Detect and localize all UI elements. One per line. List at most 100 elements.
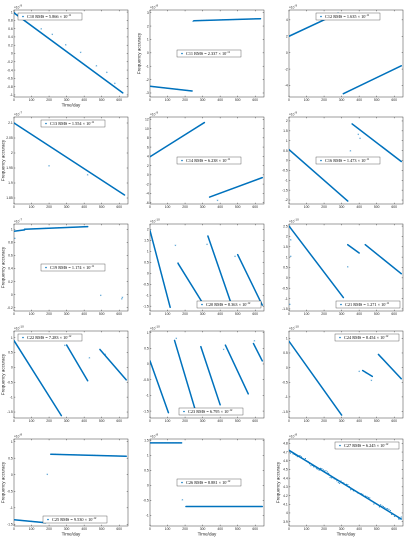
data-point bbox=[222, 191, 224, 193]
data-point bbox=[67, 454, 70, 456]
data-point bbox=[321, 467, 323, 470]
x-tick-label: 200 bbox=[182, 419, 188, 423]
data-point bbox=[166, 409, 168, 411]
data-point bbox=[50, 453, 52, 455]
y-tick-label: 4 bbox=[286, 18, 288, 22]
data-point bbox=[258, 353, 260, 355]
data-point bbox=[26, 360, 28, 362]
x-tick-label: 0 bbox=[149, 205, 151, 209]
x-tick-label: 100 bbox=[304, 312, 310, 316]
y-tick-label: -1 bbox=[10, 506, 13, 510]
axis-multiplier: ×10-8 bbox=[289, 433, 297, 439]
data-point bbox=[298, 455, 300, 458]
data-point bbox=[357, 128, 359, 130]
y-tick-label: 2 bbox=[147, 164, 149, 168]
data-point bbox=[244, 386, 246, 388]
data-point bbox=[329, 397, 331, 399]
data-point bbox=[180, 268, 183, 270]
data-point bbox=[66, 226, 68, 229]
data-point bbox=[49, 39, 51, 41]
data-point bbox=[184, 375, 186, 377]
y-axis-label: Frequency accuracy bbox=[137, 32, 142, 74]
data-point bbox=[208, 240, 210, 242]
data-point bbox=[204, 505, 206, 508]
y-tick-label: 0.8 bbox=[8, 241, 13, 245]
y-tick-label: 2.1 bbox=[8, 121, 13, 125]
data-point bbox=[334, 478, 337, 480]
data-point bbox=[216, 261, 218, 263]
legend: C24 RMS = 8.454 × 10-12 bbox=[334, 333, 400, 342]
data-point bbox=[222, 280, 225, 283]
data-point bbox=[32, 26, 34, 28]
x-tick-label: 300 bbox=[339, 419, 345, 423]
data-point bbox=[70, 352, 73, 354]
data-point bbox=[36, 228, 39, 230]
data-point bbox=[317, 380, 319, 382]
data-point bbox=[192, 402, 194, 404]
x-tick-label: 300 bbox=[64, 98, 70, 102]
data-point bbox=[336, 191, 338, 193]
data-point bbox=[31, 368, 33, 370]
data-point bbox=[62, 227, 64, 229]
data-point bbox=[297, 237, 299, 239]
data-point bbox=[305, 163, 307, 165]
data-point bbox=[307, 26, 309, 29]
data-point bbox=[394, 68, 397, 70]
data-point bbox=[353, 248, 355, 250]
data-point bbox=[240, 261, 242, 263]
data-point bbox=[335, 286, 337, 288]
data-point bbox=[225, 287, 227, 289]
data-point bbox=[101, 455, 103, 457]
x-tick-label: 100 bbox=[29, 419, 35, 423]
data-point bbox=[258, 298, 260, 300]
outlier-point: * bbox=[290, 255, 292, 259]
data-point bbox=[210, 195, 212, 198]
data-point bbox=[27, 520, 29, 522]
data-point bbox=[177, 350, 179, 352]
data-point bbox=[38, 228, 40, 230]
data-point bbox=[106, 183, 108, 185]
data-point bbox=[313, 466, 315, 468]
data-point bbox=[167, 299, 169, 301]
data-point bbox=[373, 251, 375, 253]
data-point bbox=[19, 349, 21, 351]
y-tick-label: -1.5 bbox=[282, 188, 288, 192]
data-point bbox=[47, 144, 49, 146]
data-point bbox=[227, 189, 229, 191]
data-point bbox=[158, 150, 161, 152]
data-point bbox=[191, 284, 193, 286]
data-point bbox=[41, 33, 44, 35]
data-point bbox=[399, 65, 401, 68]
data-point bbox=[168, 302, 170, 304]
legend-marker bbox=[340, 303, 342, 306]
data-point bbox=[41, 140, 43, 142]
data-point bbox=[367, 135, 370, 137]
data-point bbox=[226, 19, 228, 21]
chart-panel-10: 0 100 200 300 400 500 600-1.5-1-0.500.51×10-10… bbox=[1, 325, 129, 423]
data-point bbox=[400, 516, 402, 518]
data-point bbox=[300, 30, 302, 32]
data-point bbox=[14, 122, 15, 124]
data-point bbox=[116, 455, 118, 457]
data-point bbox=[311, 169, 313, 171]
data-point bbox=[383, 147, 385, 149]
data-point bbox=[109, 361, 112, 363]
data-point bbox=[255, 291, 257, 293]
data-point bbox=[291, 344, 293, 346]
data-point bbox=[53, 404, 56, 406]
y-tick-label: 0 bbox=[147, 272, 149, 276]
data-point bbox=[194, 127, 196, 130]
data-point bbox=[48, 395, 50, 398]
data-point bbox=[76, 58, 78, 61]
data-point bbox=[303, 244, 305, 246]
data-point bbox=[232, 18, 235, 21]
data-point bbox=[239, 185, 241, 187]
data-point bbox=[64, 155, 66, 157]
data-point bbox=[362, 493, 364, 495]
data-point bbox=[380, 257, 382, 259]
x-tick-label: 600 bbox=[391, 205, 397, 209]
data-point bbox=[16, 519, 18, 521]
axis-multiplier: ×10-10 bbox=[14, 325, 24, 331]
data-point bbox=[360, 493, 363, 495]
